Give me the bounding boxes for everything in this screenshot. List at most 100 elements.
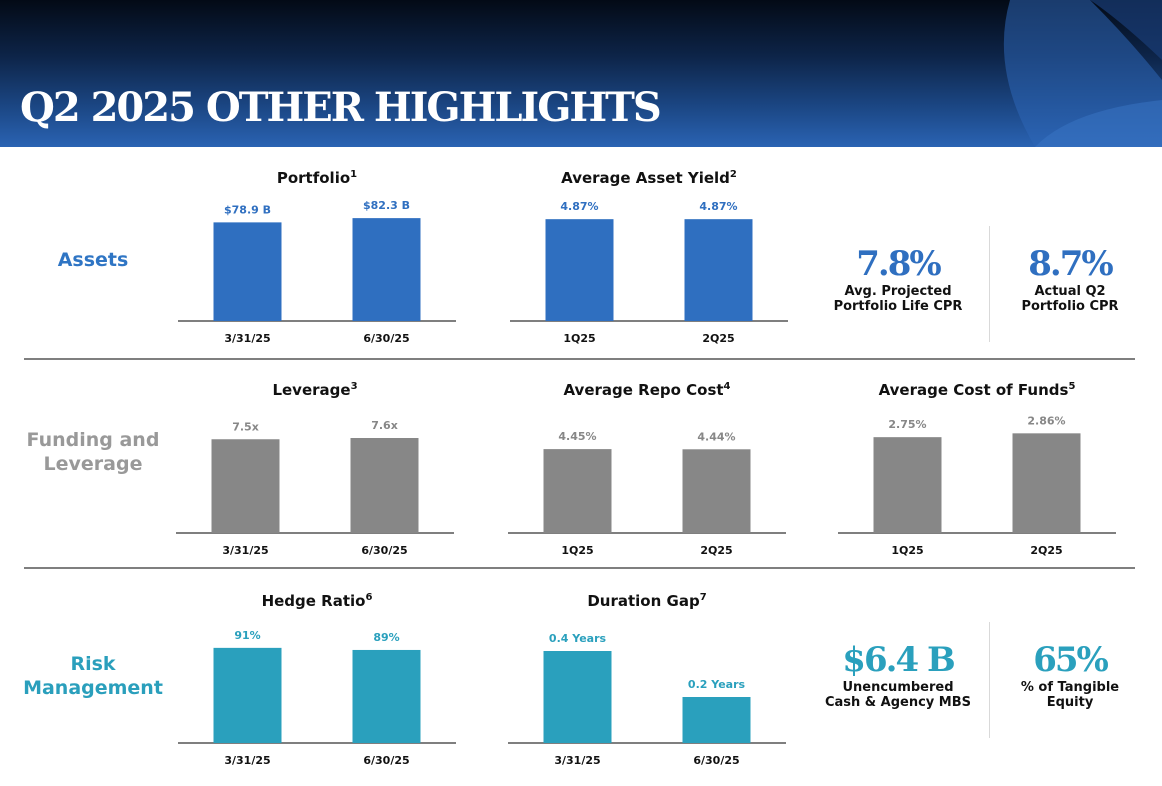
section-divider-1 [24, 358, 1135, 360]
data-label-asset-yield-1: 4.87% [699, 200, 737, 213]
data-label-portfolio-0: $78.9 B [224, 203, 271, 216]
section-label-funding-line2: Leverage [43, 453, 143, 475]
chart-title-duration-gap: Duration Gap7 [508, 592, 786, 610]
bar-portfolio-0 [213, 222, 282, 321]
chart-title-leverage-text: Leverage [272, 381, 351, 399]
bar-repo-cost-0 [543, 449, 612, 533]
bar-hedge-ratio-0 [213, 647, 282, 743]
kpi-actual-q2-cpr: 8.7% Actual Q2 Portfolio CPR [992, 244, 1148, 314]
bar-hedge-ratio-1 [352, 649, 421, 743]
decorative-graphic [1003, 0, 1162, 147]
data-label-cost-of-funds-0: 2.75% [888, 418, 926, 431]
category-label-cost-of-funds-1: 2Q25 [1030, 544, 1062, 557]
kpi-tangible-equity-value: 65% [1033, 640, 1109, 680]
category-label-portfolio-1: 6/30/25 [363, 332, 409, 345]
kpi-divider-bottom [989, 622, 990, 738]
category-label-duration-gap-1: 6/30/25 [693, 754, 739, 767]
section-divider-2 [24, 567, 1135, 569]
chart-duration-gap: 0.4 Years 3/31/25 0.2 Years 6/30/25 [508, 632, 786, 767]
section-label-funding-line1: Funding and [26, 429, 160, 451]
data-label-cost-of-funds-1: 2.86% [1027, 414, 1065, 427]
chart-title-portfolio: Portfolio1 [178, 169, 456, 187]
chart-title-cost-of-funds-text: Average Cost of Funds [878, 381, 1069, 399]
kpi-tangible-equity: 65% % of Tangible Equity [992, 640, 1148, 710]
bar-asset-yield-1 [684, 219, 753, 321]
section-label-assets: Assets [28, 248, 158, 272]
page-title: Q2 2025 OTHER HIGHLIGHTS [20, 84, 662, 131]
category-label-asset-yield-0: 1Q25 [563, 332, 595, 345]
data-label-duration-gap-1: 0.2 Years [688, 678, 746, 691]
chart-title-hedge-ratio: Hedge Ratio6 [178, 592, 456, 610]
category-label-portfolio-0: 3/31/25 [224, 332, 270, 345]
chart-portfolio: $78.9 B 3/31/25 $82.3 B 6/30/25 [178, 199, 456, 345]
bar-cost-of-funds-1 [1012, 433, 1081, 533]
footnote-repo-cost: 4 [723, 381, 731, 392]
footnote-hedge-ratio: 6 [365, 592, 373, 603]
section-label-risk-line2: Management [23, 677, 163, 699]
chart-repo-cost: 4.45% 1Q25 4.44% 2Q25 [508, 430, 786, 557]
data-label-duration-gap-0: 0.4 Years [549, 632, 607, 645]
section-label-funding: Funding and Leverage [14, 428, 172, 476]
kpi-unencumbered-caption-line1: Unencumbered [842, 680, 954, 695]
category-label-asset-yield-1: 2Q25 [702, 332, 734, 345]
footnote-cost-of-funds: 5 [1068, 381, 1076, 392]
kpi-actual-q2-cpr-caption-line2: Portfolio CPR [1021, 299, 1119, 314]
section-label-assets-text: Assets [57, 249, 129, 271]
bar-repo-cost-1 [682, 449, 751, 533]
data-label-leverage-1: 7.6x [371, 419, 398, 432]
chart-title-hedge-ratio-text: Hedge Ratio [261, 592, 366, 610]
chart-title-repo-cost-text: Average Repo Cost [563, 381, 724, 399]
chart-title-cost-of-funds: Average Cost of Funds5 [838, 381, 1116, 399]
chart-hedge-ratio: 91% 3/31/25 89% 6/30/25 [178, 629, 456, 767]
section-label-risk: Risk Management [14, 652, 172, 700]
chart-leverage: 7.5x 3/31/25 7.6x 6/30/25 [176, 419, 454, 557]
chart-title-asset-yield: Average Asset Yield2 [510, 169, 788, 187]
header-banner: Q2 2025 OTHER HIGHLIGHTS [0, 0, 1162, 147]
category-label-duration-gap-0: 3/31/25 [554, 754, 600, 767]
category-label-leverage-0: 3/31/25 [222, 544, 268, 557]
bar-asset-yield-0 [545, 219, 614, 321]
data-label-asset-yield-0: 4.87% [560, 200, 598, 213]
kpi-avg-projected-cpr: 7.8% Avg. Projected Portfolio Life CPR [808, 244, 988, 314]
data-label-hedge-ratio-0: 91% [234, 629, 260, 642]
kpi-avg-projected-cpr-caption-line2: Portfolio Life CPR [833, 299, 963, 314]
data-label-repo-cost-1: 4.44% [697, 430, 735, 443]
category-label-repo-cost-1: 2Q25 [700, 544, 732, 557]
footnote-portfolio: 1 [350, 169, 358, 180]
bar-duration-gap-1 [682, 697, 751, 743]
footnote-leverage: 3 [350, 381, 358, 392]
kpi-unencumbered-caption-line2: Cash & Agency MBS [824, 695, 972, 710]
bar-leverage-1 [350, 438, 419, 533]
bar-leverage-0 [211, 439, 280, 533]
data-label-leverage-0: 7.5x [232, 420, 259, 433]
kpi-divider-top [989, 226, 990, 342]
kpi-avg-projected-cpr-caption-line1: Avg. Projected [844, 284, 952, 299]
chart-title-asset-yield-text: Average Asset Yield [561, 169, 730, 187]
data-label-hedge-ratio-1: 89% [373, 631, 399, 644]
chart-title-duration-gap-text: Duration Gap [587, 592, 700, 610]
category-label-hedge-ratio-0: 3/31/25 [224, 754, 270, 767]
bar-cost-of-funds-0 [873, 437, 942, 533]
chart-title-portfolio-text: Portfolio [276, 169, 351, 187]
category-label-repo-cost-0: 1Q25 [561, 544, 593, 557]
chart-title-leverage: Leverage3 [176, 381, 454, 399]
kpi-tangible-equity-caption-line2: Equity [1046, 695, 1094, 710]
kpi-unencumbered-value: $6.4 B [842, 640, 955, 680]
kpi-avg-projected-cpr-value: 7.8% [856, 244, 941, 284]
data-label-portfolio-1: $82.3 B [363, 199, 410, 212]
chart-cost-of-funds: 2.75% 1Q25 2.86% 2Q25 [838, 414, 1116, 557]
section-label-risk-line1: Risk [70, 653, 116, 675]
data-label-repo-cost-0: 4.45% [558, 430, 596, 443]
bar-duration-gap-0 [543, 651, 612, 743]
footnote-asset-yield: 2 [729, 169, 737, 180]
category-label-leverage-1: 6/30/25 [361, 544, 407, 557]
kpi-tangible-equity-caption-line1: % of Tangible [1020, 680, 1120, 695]
footnote-duration-gap: 7 [699, 592, 707, 603]
kpi-actual-q2-cpr-value: 8.7% [1028, 244, 1113, 284]
category-label-cost-of-funds-0: 1Q25 [891, 544, 923, 557]
kpi-actual-q2-cpr-caption-line1: Actual Q2 [1034, 284, 1106, 299]
kpi-unencumbered: $6.4 B Unencumbered Cash & Agency MBS [808, 640, 988, 710]
chart-asset-yield: 4.87% 1Q25 4.87% 2Q25 [510, 200, 788, 345]
bar-portfolio-1 [352, 218, 421, 321]
category-label-hedge-ratio-1: 6/30/25 [363, 754, 409, 767]
